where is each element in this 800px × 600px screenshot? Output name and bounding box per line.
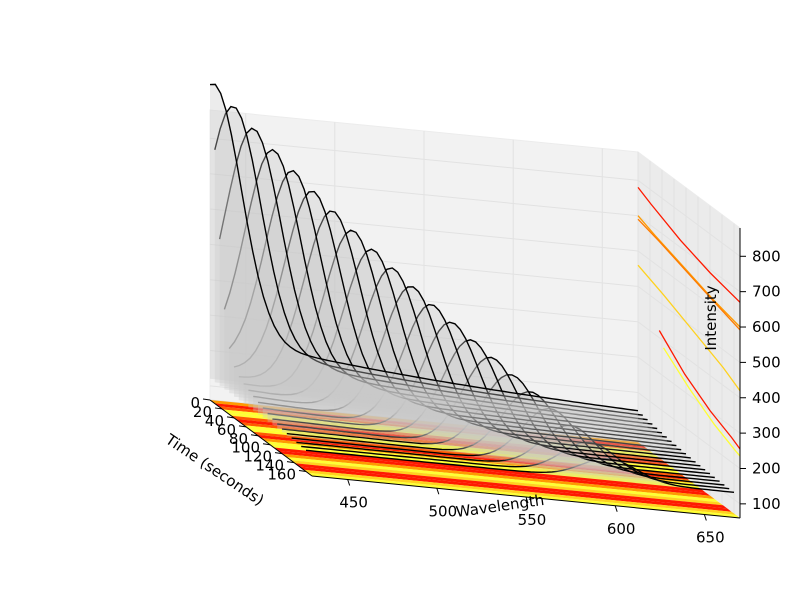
spectrum-curve <box>305 449 735 493</box>
x-tick-label: 600 <box>607 520 636 538</box>
y-tick-mark <box>214 407 223 410</box>
spectrum-curve <box>267 321 696 463</box>
x-tick-label: 500 <box>429 502 458 520</box>
floor-band <box>299 466 732 512</box>
grid-line-z <box>209 137 741 257</box>
x-tick-label: 650 <box>696 529 725 547</box>
floor-band <box>210 400 643 446</box>
y-tick-mark <box>202 398 211 401</box>
y-tick-mark <box>226 416 235 419</box>
spectrum-fill <box>286 391 715 478</box>
z-tick-label: 800 <box>752 247 781 265</box>
z-tick-label: 500 <box>752 353 781 371</box>
floor-band <box>307 472 740 518</box>
wall-profile <box>637 215 741 328</box>
y-tick-mark <box>250 434 259 437</box>
floor-band <box>248 428 681 474</box>
floor-band <box>295 463 728 509</box>
x-tick-mark <box>525 496 529 504</box>
x-tick-mark <box>614 505 618 512</box>
wall-profile <box>637 218 741 331</box>
y-tick-mark <box>286 461 295 464</box>
x-tick-label: 450 <box>339 494 368 512</box>
y-axis-line <box>209 399 313 477</box>
spectrum-fill <box>258 286 686 457</box>
x-tick-mark <box>703 514 707 521</box>
spectrum-curve <box>209 83 639 412</box>
spectrum-fill <box>272 339 701 468</box>
grid-line-z <box>209 279 741 399</box>
spectrum-curves <box>209 83 735 493</box>
z-tick-label: 200 <box>752 459 781 477</box>
spectrum-curve <box>218 127 648 421</box>
y-tick-mark <box>274 452 283 455</box>
spectrum-fill <box>248 249 677 450</box>
y-tick-mark <box>238 425 247 428</box>
spectrum-curve <box>296 424 725 486</box>
y-tick-label: 80 <box>229 430 248 448</box>
y-tick-label: 0 <box>190 394 200 412</box>
spectrum-fill <box>262 304 691 461</box>
z-tick-label: 400 <box>752 389 781 407</box>
floor-band <box>282 453 715 499</box>
z-tick-label: 100 <box>752 495 781 513</box>
z-tick-label: 300 <box>752 424 781 442</box>
floor-band <box>286 457 719 503</box>
spectrum-curve <box>214 105 643 416</box>
y-tick-label: 40 <box>205 412 224 430</box>
wall-profile <box>658 330 741 450</box>
y-tick-label: 20 <box>193 403 212 421</box>
z-axis-label: Intensity <box>702 285 720 350</box>
tick-labels: 450 500 550 600 6500204060801001201401601002… <box>190 247 780 546</box>
floor-band <box>303 469 736 515</box>
y-tick-mark <box>262 443 271 446</box>
spectrum-curve <box>233 190 663 434</box>
wall-profile <box>637 187 741 303</box>
wall-profile <box>637 264 741 392</box>
y-tick-label: 60 <box>217 421 236 439</box>
grid-line-z <box>209 314 741 434</box>
side-wall-profiles <box>637 187 741 457</box>
spectrum-fill <box>243 230 672 446</box>
spectrum-curve <box>262 303 691 459</box>
x-tick-label: 550 <box>518 511 547 529</box>
spectrum-fill <box>277 357 706 471</box>
spectrum-fill <box>253 268 682 453</box>
spectrum-fill <box>234 191 662 439</box>
floor-band <box>273 447 706 493</box>
spectrum-curve <box>253 267 682 451</box>
floor-band <box>269 444 702 490</box>
spectrum-curve <box>277 356 706 471</box>
grid-line-z <box>209 208 741 328</box>
spectrum-fill <box>301 442 730 489</box>
spectrum-curve <box>243 229 672 443</box>
spectrum-fill <box>219 128 648 428</box>
y-tick-label: 100 <box>231 439 260 457</box>
z-tick-label: 700 <box>752 283 781 301</box>
spectrum-curve <box>238 210 667 438</box>
spectrum-curve <box>291 407 720 482</box>
spectrum-curve <box>272 339 701 467</box>
floor-band <box>290 460 723 506</box>
grid-line-z <box>209 350 741 469</box>
spectrum-curve <box>301 441 730 490</box>
wall-profile <box>662 347 741 457</box>
floor-band <box>278 450 711 496</box>
x-tick-mark <box>347 479 351 486</box>
x-tick-mark <box>436 488 440 495</box>
spectrum-fill <box>238 211 667 443</box>
y-tick-label: 120 <box>243 448 272 466</box>
spectrum-fill <box>296 425 725 486</box>
floor-band <box>239 422 673 468</box>
spectrum-curve <box>228 169 658 430</box>
y-tick-label: 140 <box>255 457 284 475</box>
spectrum-curve <box>281 374 711 475</box>
y-tick-mark <box>298 470 307 473</box>
spectrum-fill <box>229 170 658 436</box>
z-tick-label: 600 <box>752 318 781 336</box>
spectrum-curve <box>248 248 677 447</box>
y-tick-label: 160 <box>267 466 296 484</box>
spectrum-curve <box>223 148 653 425</box>
